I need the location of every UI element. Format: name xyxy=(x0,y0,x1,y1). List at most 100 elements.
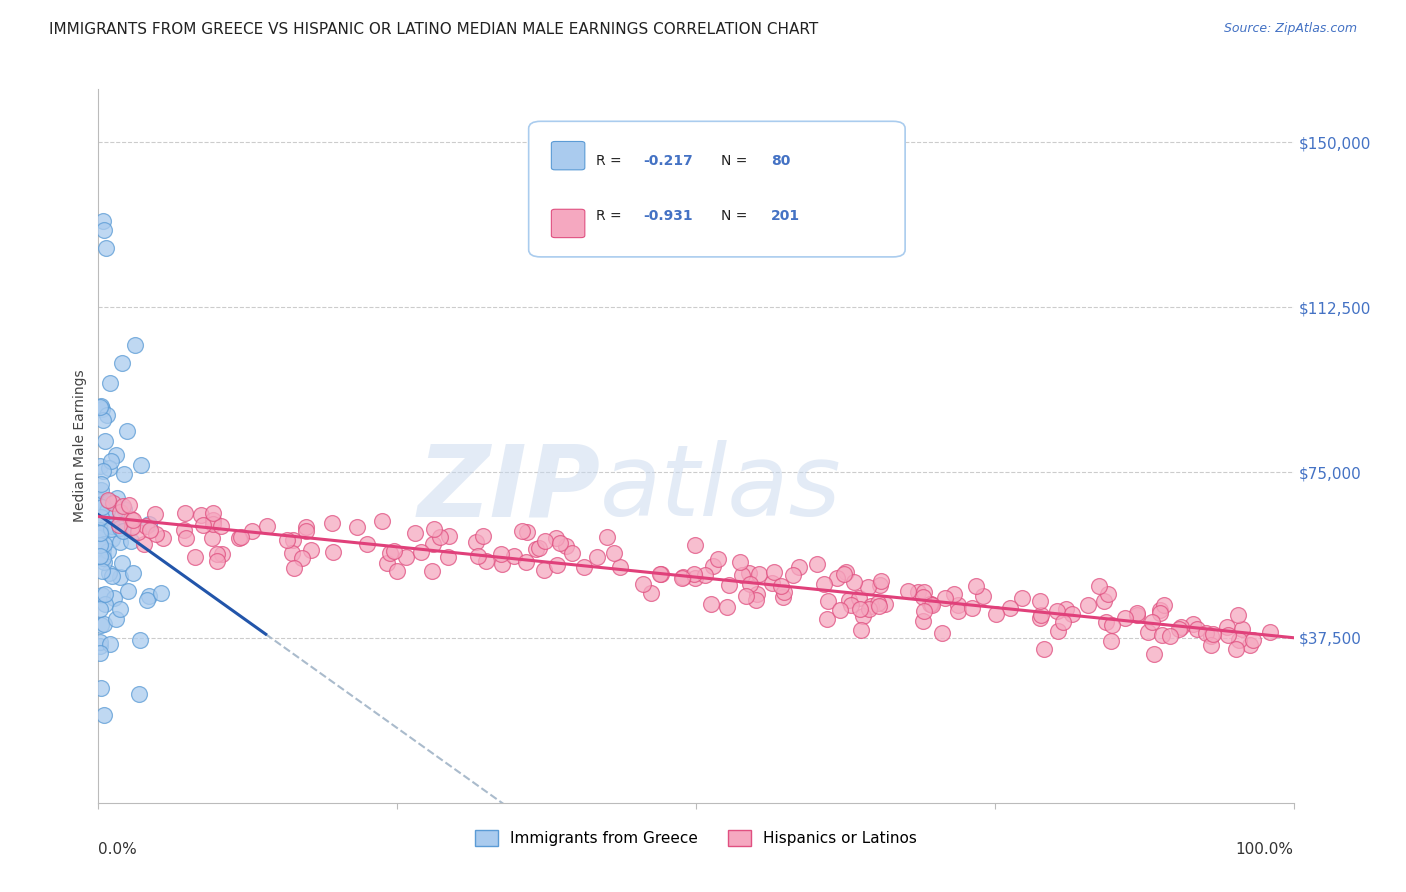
Point xyxy=(962,600,984,615)
Point xyxy=(97,566,120,580)
Point xyxy=(832,566,855,581)
Point xyxy=(471,529,494,543)
Point xyxy=(948,604,970,618)
Point xyxy=(1052,615,1074,630)
Point xyxy=(89,635,111,649)
Point xyxy=(1258,625,1281,640)
Point xyxy=(911,590,934,604)
Point xyxy=(135,518,157,533)
Point xyxy=(869,574,891,589)
Point xyxy=(256,519,278,533)
Legend: Immigrants from Greece, Hispanics or Latinos: Immigrants from Greece, Hispanics or Lat… xyxy=(468,824,924,852)
Point xyxy=(728,555,751,569)
Point xyxy=(291,551,314,566)
Point xyxy=(110,505,132,519)
Point xyxy=(105,612,128,626)
Point xyxy=(135,592,157,607)
Point xyxy=(422,537,444,551)
FancyBboxPatch shape xyxy=(551,142,585,169)
Point xyxy=(685,538,707,552)
Point xyxy=(1232,622,1254,636)
Point xyxy=(90,564,112,578)
Point xyxy=(283,560,305,574)
Point xyxy=(707,551,730,566)
Point xyxy=(912,584,935,599)
Point xyxy=(918,597,941,611)
Point xyxy=(1095,615,1118,629)
Point xyxy=(152,531,174,545)
Point xyxy=(700,597,723,611)
Point xyxy=(734,589,756,603)
Point xyxy=(411,545,433,559)
Point xyxy=(717,578,740,592)
Point xyxy=(683,571,706,585)
Point xyxy=(96,408,118,422)
Point xyxy=(489,547,512,561)
Point xyxy=(93,617,115,632)
Point xyxy=(173,523,195,537)
Point xyxy=(108,535,131,549)
Point xyxy=(1097,587,1119,601)
Point xyxy=(524,542,547,557)
Point xyxy=(110,570,132,584)
Point xyxy=(866,596,889,610)
Point xyxy=(1195,626,1218,640)
Point xyxy=(139,523,162,537)
Point xyxy=(98,460,121,475)
Point xyxy=(375,557,398,571)
Point xyxy=(761,576,783,591)
Point xyxy=(682,566,704,581)
Point xyxy=(533,563,555,577)
Point xyxy=(1011,591,1033,606)
Point xyxy=(117,424,139,438)
Point xyxy=(972,590,994,604)
Point xyxy=(1143,647,1166,661)
Point xyxy=(89,497,111,511)
Point xyxy=(138,516,160,531)
Point xyxy=(842,575,865,590)
Point xyxy=(105,491,128,505)
Point xyxy=(1101,618,1123,632)
Point xyxy=(868,599,890,613)
Point xyxy=(1092,594,1115,608)
Point xyxy=(830,603,852,617)
Point xyxy=(97,544,120,558)
Point xyxy=(201,513,224,527)
Point xyxy=(138,589,160,603)
Point xyxy=(89,525,111,540)
Point xyxy=(516,524,538,539)
Point xyxy=(420,564,443,578)
Point xyxy=(108,517,131,532)
Y-axis label: Median Male Earnings: Median Male Earnings xyxy=(73,369,87,523)
Point xyxy=(128,687,150,701)
Point xyxy=(404,525,426,540)
Point xyxy=(920,597,942,611)
Point xyxy=(1062,607,1084,621)
Point xyxy=(145,527,167,541)
Point xyxy=(209,519,232,533)
Point xyxy=(773,584,796,599)
Point xyxy=(207,554,229,568)
Point xyxy=(839,598,862,612)
Point xyxy=(89,601,111,615)
Point xyxy=(96,518,118,533)
Text: 0.0%: 0.0% xyxy=(98,842,138,857)
Point xyxy=(1170,620,1192,634)
Text: -0.217: -0.217 xyxy=(644,153,693,168)
Point xyxy=(1181,617,1204,632)
Point xyxy=(94,496,117,510)
Point xyxy=(609,560,631,574)
Text: -0.931: -0.931 xyxy=(644,210,693,223)
Point xyxy=(1029,607,1052,622)
Point xyxy=(931,626,953,640)
Point xyxy=(806,557,828,571)
Point xyxy=(103,591,125,605)
Point xyxy=(574,559,596,574)
Point xyxy=(174,531,197,545)
Text: Source: ZipAtlas.com: Source: ZipAtlas.com xyxy=(1223,22,1357,36)
Point xyxy=(948,598,970,612)
Point xyxy=(510,524,533,539)
Point xyxy=(527,541,550,555)
Text: N =: N = xyxy=(721,153,752,168)
Point xyxy=(1150,628,1173,642)
